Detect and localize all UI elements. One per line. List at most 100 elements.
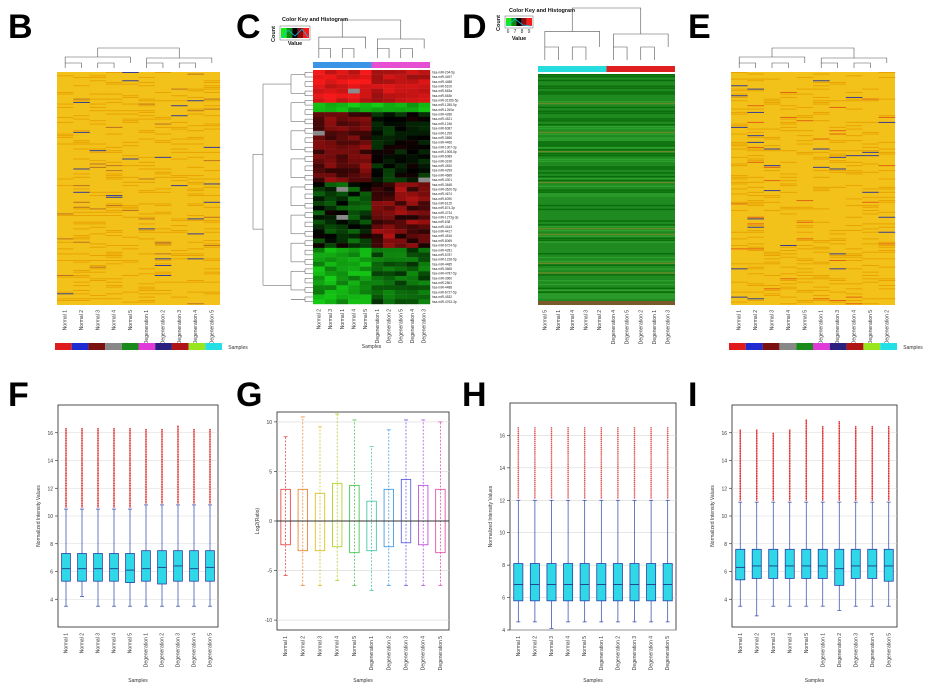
f-outlier (193, 472, 195, 474)
e-heatmap-cell (780, 130, 797, 132)
h-ytick-label: 6 (502, 596, 505, 602)
i-outlier (854, 440, 857, 443)
f-outlier (193, 445, 195, 448)
d-column-label: Normal 3 (583, 310, 589, 331)
h-outlier (600, 454, 603, 456)
i-outlier (838, 445, 841, 448)
f-outlier (65, 471, 67, 473)
d-heatmap-row (538, 179, 675, 182)
h-outlier (600, 471, 603, 474)
f-outlier (145, 497, 147, 499)
f-outlier (97, 441, 99, 443)
c-heatmap-cell (359, 154, 372, 160)
f-outlier (193, 500, 195, 502)
c-heatmap-cell (324, 144, 337, 150)
c-heatmap-cell (359, 294, 372, 300)
f-outlier (97, 481, 99, 483)
h-outlier (583, 479, 586, 482)
c-heatmap-cell (394, 201, 407, 206)
i-outlier (805, 427, 808, 430)
f-outlier (161, 498, 163, 501)
i-outlier (805, 464, 808, 466)
e-heatmap-cell (796, 115, 814, 117)
e-heatmap-cell (731, 291, 748, 293)
i-outlier (821, 494, 824, 496)
h-outlier (550, 465, 553, 468)
c-heatmap-cell (313, 121, 325, 127)
e-heatmap-cell (813, 221, 830, 223)
c-heatmap-cell (324, 299, 337, 305)
h-outlier (650, 456, 652, 458)
h-outlier (650, 465, 652, 468)
b-heatmap-cell (105, 293, 123, 295)
h-outlier (583, 465, 586, 468)
h-outlier (666, 452, 669, 454)
c-heatmap-cell (371, 168, 384, 174)
f-outlier (177, 425, 179, 428)
f-outlier (97, 439, 99, 442)
b-heatmap-cell (73, 290, 90, 291)
h-outlier (666, 469, 669, 472)
e-heatmap-cell (796, 231, 814, 233)
i-outlier (854, 435, 857, 438)
d-heatmap-row (538, 91, 675, 93)
d-column-label: Degeneration 2 (638, 310, 644, 344)
i-outlier (854, 470, 857, 473)
e-heatmap-cell (862, 278, 879, 280)
h-outlier (550, 477, 553, 480)
i-outlier (739, 485, 742, 488)
f-outlier (177, 437, 179, 439)
f-outlier (161, 432, 163, 434)
e-heatmap-cell (878, 231, 896, 233)
h-outlier (650, 440, 652, 443)
c-heatmap-cell (394, 196, 407, 202)
c-heatmap-cell (371, 299, 384, 305)
h-outlier (633, 465, 636, 468)
c-heatmap-cell (371, 233, 384, 239)
b-heatmap-cell (57, 238, 74, 240)
h-outlier (650, 434, 652, 437)
d-color-key-swatch (526, 18, 532, 26)
c-heatmap-cell (406, 252, 419, 258)
c-heatmap-cell (394, 219, 407, 225)
e-heatmap-cell (796, 76, 814, 78)
i-outlier (788, 462, 791, 465)
e-column-label: Degeneration 4 (852, 310, 858, 344)
e-heatmap-cell (862, 201, 879, 203)
d-heatmap-row (538, 139, 675, 141)
c-heatmap-cell (418, 126, 431, 132)
c-heatmap-cell (383, 280, 396, 286)
f-outlier (81, 434, 83, 437)
c-heatmap-cell (418, 107, 431, 113)
f-outlier (81, 447, 83, 450)
e-heatmap-cell (878, 165, 896, 167)
h-ytick-label: 4 (502, 628, 505, 634)
c-heatmap-cell (348, 149, 360, 155)
e-heatmap-cell (845, 296, 863, 298)
e-heatmap-cell (763, 196, 781, 198)
h-outlier (550, 428, 553, 431)
e-heatmap-cell (731, 145, 748, 147)
b-heatmap-cell (138, 253, 155, 255)
c-row-label: hsa-miR-638 (432, 220, 450, 224)
b-heatmap-cell (138, 161, 155, 163)
d-heatmap-row (538, 93, 675, 95)
e-heatmap-cell (731, 108, 748, 110)
e-heatmap-cell (845, 100, 863, 102)
i-outlier (755, 444, 758, 446)
c-heatmap-cell (383, 205, 396, 211)
b-heatmap-cell (105, 215, 123, 217)
f-outlier (177, 495, 179, 497)
c-heatmap-cell (418, 266, 431, 272)
c-row-label: hsa-miR-4497 (432, 75, 452, 79)
c-heatmap-cell (324, 289, 337, 295)
b-heatmap-cell (171, 255, 188, 256)
d-heatmap-row (538, 295, 675, 297)
c-heatmap-cell (371, 271, 384, 277)
f-outlier (113, 491, 115, 493)
c-heatmap-cell (394, 93, 407, 99)
i-outlier (871, 494, 874, 496)
b-heatmap-cell (89, 191, 107, 193)
c-heatmap-cell (313, 299, 325, 305)
f-outlier (129, 459, 131, 462)
